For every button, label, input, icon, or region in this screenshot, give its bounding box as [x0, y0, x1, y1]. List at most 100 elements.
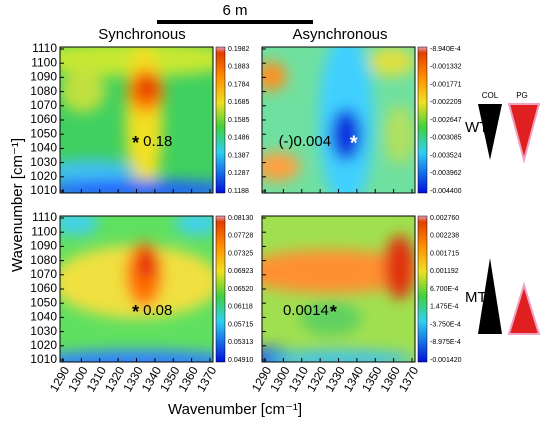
colorbar-label: -8.975E-4 [430, 339, 461, 346]
heatmap-region [138, 249, 157, 279]
annotation: (-)0.004 [279, 133, 332, 150]
heatmap-region [330, 108, 362, 161]
heatmap-region [174, 216, 213, 235]
colorbar-label: 0.1685 [228, 99, 250, 106]
legend-label: PG [516, 91, 528, 100]
annotation: 0.08 [143, 302, 172, 319]
colorbar-label: 0.1188 [228, 188, 249, 195]
colorbar-label: 0.04910 [228, 357, 253, 364]
title: 6 m [222, 2, 247, 19]
x-tick-label: 1370 [396, 364, 422, 394]
y-tick-label: 1070 [30, 98, 57, 112]
colorbar [417, 46, 428, 194]
colorbar-label: -0.001332 [430, 64, 462, 71]
row-label: MT [465, 289, 487, 306]
legend-label: COL [482, 91, 499, 100]
y-tick-label: 1010 [30, 352, 57, 366]
y-tick-label: 1080 [30, 84, 57, 98]
annotation: 0.0014 [283, 302, 329, 319]
colorbar-label: 1.475E-4 [430, 304, 459, 311]
y-tick-label: 1100 [31, 224, 57, 238]
heatmap-region [60, 159, 137, 183]
colorbar-label: -0.002647 [430, 117, 462, 124]
marker: * [330, 302, 337, 322]
marker: * [132, 302, 139, 322]
heatmap-region [262, 152, 301, 182]
heatmap-region [60, 350, 213, 362]
column-title: Synchronous [98, 26, 186, 43]
y-tick-label: 1060 [30, 281, 57, 295]
heatmap-region [262, 350, 415, 362]
heatmap-region [300, 300, 362, 336]
y-tick-label: 1110 [32, 210, 57, 224]
colorbar-label: 0.1585 [228, 117, 250, 124]
column-title: Asynchronous [292, 26, 387, 43]
colorbar-label: 0.1784 [228, 81, 250, 88]
heatmap-region [60, 216, 99, 235]
y-tick-label: 1020 [30, 169, 57, 183]
heatmap [262, 216, 415, 362]
colorbar-label: 0.002238 [430, 233, 459, 240]
heatmap-region [384, 234, 415, 300]
annotation: 0.18 [143, 133, 172, 150]
col-gradient-icon [478, 104, 502, 160]
colorbar-label: -0.003524 [430, 152, 462, 159]
colorbar-label: 0.1486 [228, 135, 250, 142]
heatmap-region [384, 105, 415, 164]
colorbar-label: 0.05715 [228, 321, 253, 328]
heatmap-blobs [262, 234, 415, 362]
y-tick-label: 1070 [30, 267, 57, 281]
colorbar-label: 0.1287 [228, 170, 250, 177]
colorbar [417, 215, 428, 363]
y-tick-label: 1100 [31, 55, 57, 69]
colorbar-label: 0.08130 [228, 215, 253, 222]
colorbar-label: -0.001420 [430, 357, 462, 364]
heatmap-region [60, 179, 213, 193]
y-tick-label: 1060 [30, 112, 57, 126]
colorbar [215, 46, 226, 194]
heatmap-region [262, 61, 287, 91]
heatmap [60, 216, 213, 362]
colorbar-label: 0.07728 [228, 233, 253, 240]
heatmap-region [369, 47, 415, 77]
y-tick-label: 1050 [30, 295, 57, 309]
colorbar-label: -3.750E-4 [430, 321, 461, 328]
y-tick-label: 1110 [32, 41, 57, 55]
colorbar-label: 0.1982 [228, 46, 250, 53]
x-axis-label: Wavenumber [cm⁻¹] [168, 401, 302, 418]
pg-gradient-icon [507, 281, 541, 335]
colorbar-label: 0.05313 [228, 339, 253, 346]
y-tick-label: 1090 [30, 70, 57, 84]
heatmap-blobs [262, 47, 415, 193]
colorbar-label: 0.06923 [228, 268, 253, 275]
colorbar-label: -0.003085 [430, 135, 462, 142]
colorbar-label: -8.940E-4 [430, 46, 461, 53]
heatmap-blobs [60, 47, 213, 193]
colorbar-label: 0.001715 [430, 250, 459, 257]
y-tick-label: 1090 [30, 239, 57, 253]
marker: * [350, 132, 358, 154]
heatmap-region [138, 76, 157, 100]
heatmap-region [60, 68, 106, 113]
y-axis-label: Wavenumber [cm⁻¹] [9, 138, 26, 272]
marker: * [132, 133, 139, 153]
colorbar-label: -0.003962 [430, 170, 462, 177]
colorbar-label: -0.004400 [430, 188, 462, 195]
heatmap-region [262, 249, 415, 294]
colorbar [215, 215, 226, 363]
y-tick-label: 1050 [30, 126, 57, 140]
heatmap [60, 47, 213, 193]
y-tick-label: 1080 [30, 253, 57, 267]
y-tick-label: 1040 [30, 141, 57, 155]
heatmap-blobs [60, 216, 213, 362]
y-tick-label: 1010 [30, 183, 57, 197]
pg-gradient-icon [507, 103, 541, 164]
colorbar-label: 0.06118 [228, 304, 253, 311]
colorbar-label: 0.001192 [430, 268, 459, 275]
colorbar-label: 0.1883 [228, 64, 250, 71]
colorbar-label: -0.002209 [430, 99, 462, 106]
colorbar-label: 0.002760 [430, 215, 459, 222]
y-tick-label: 1030 [30, 324, 57, 338]
col-gradient-icon [478, 258, 502, 334]
